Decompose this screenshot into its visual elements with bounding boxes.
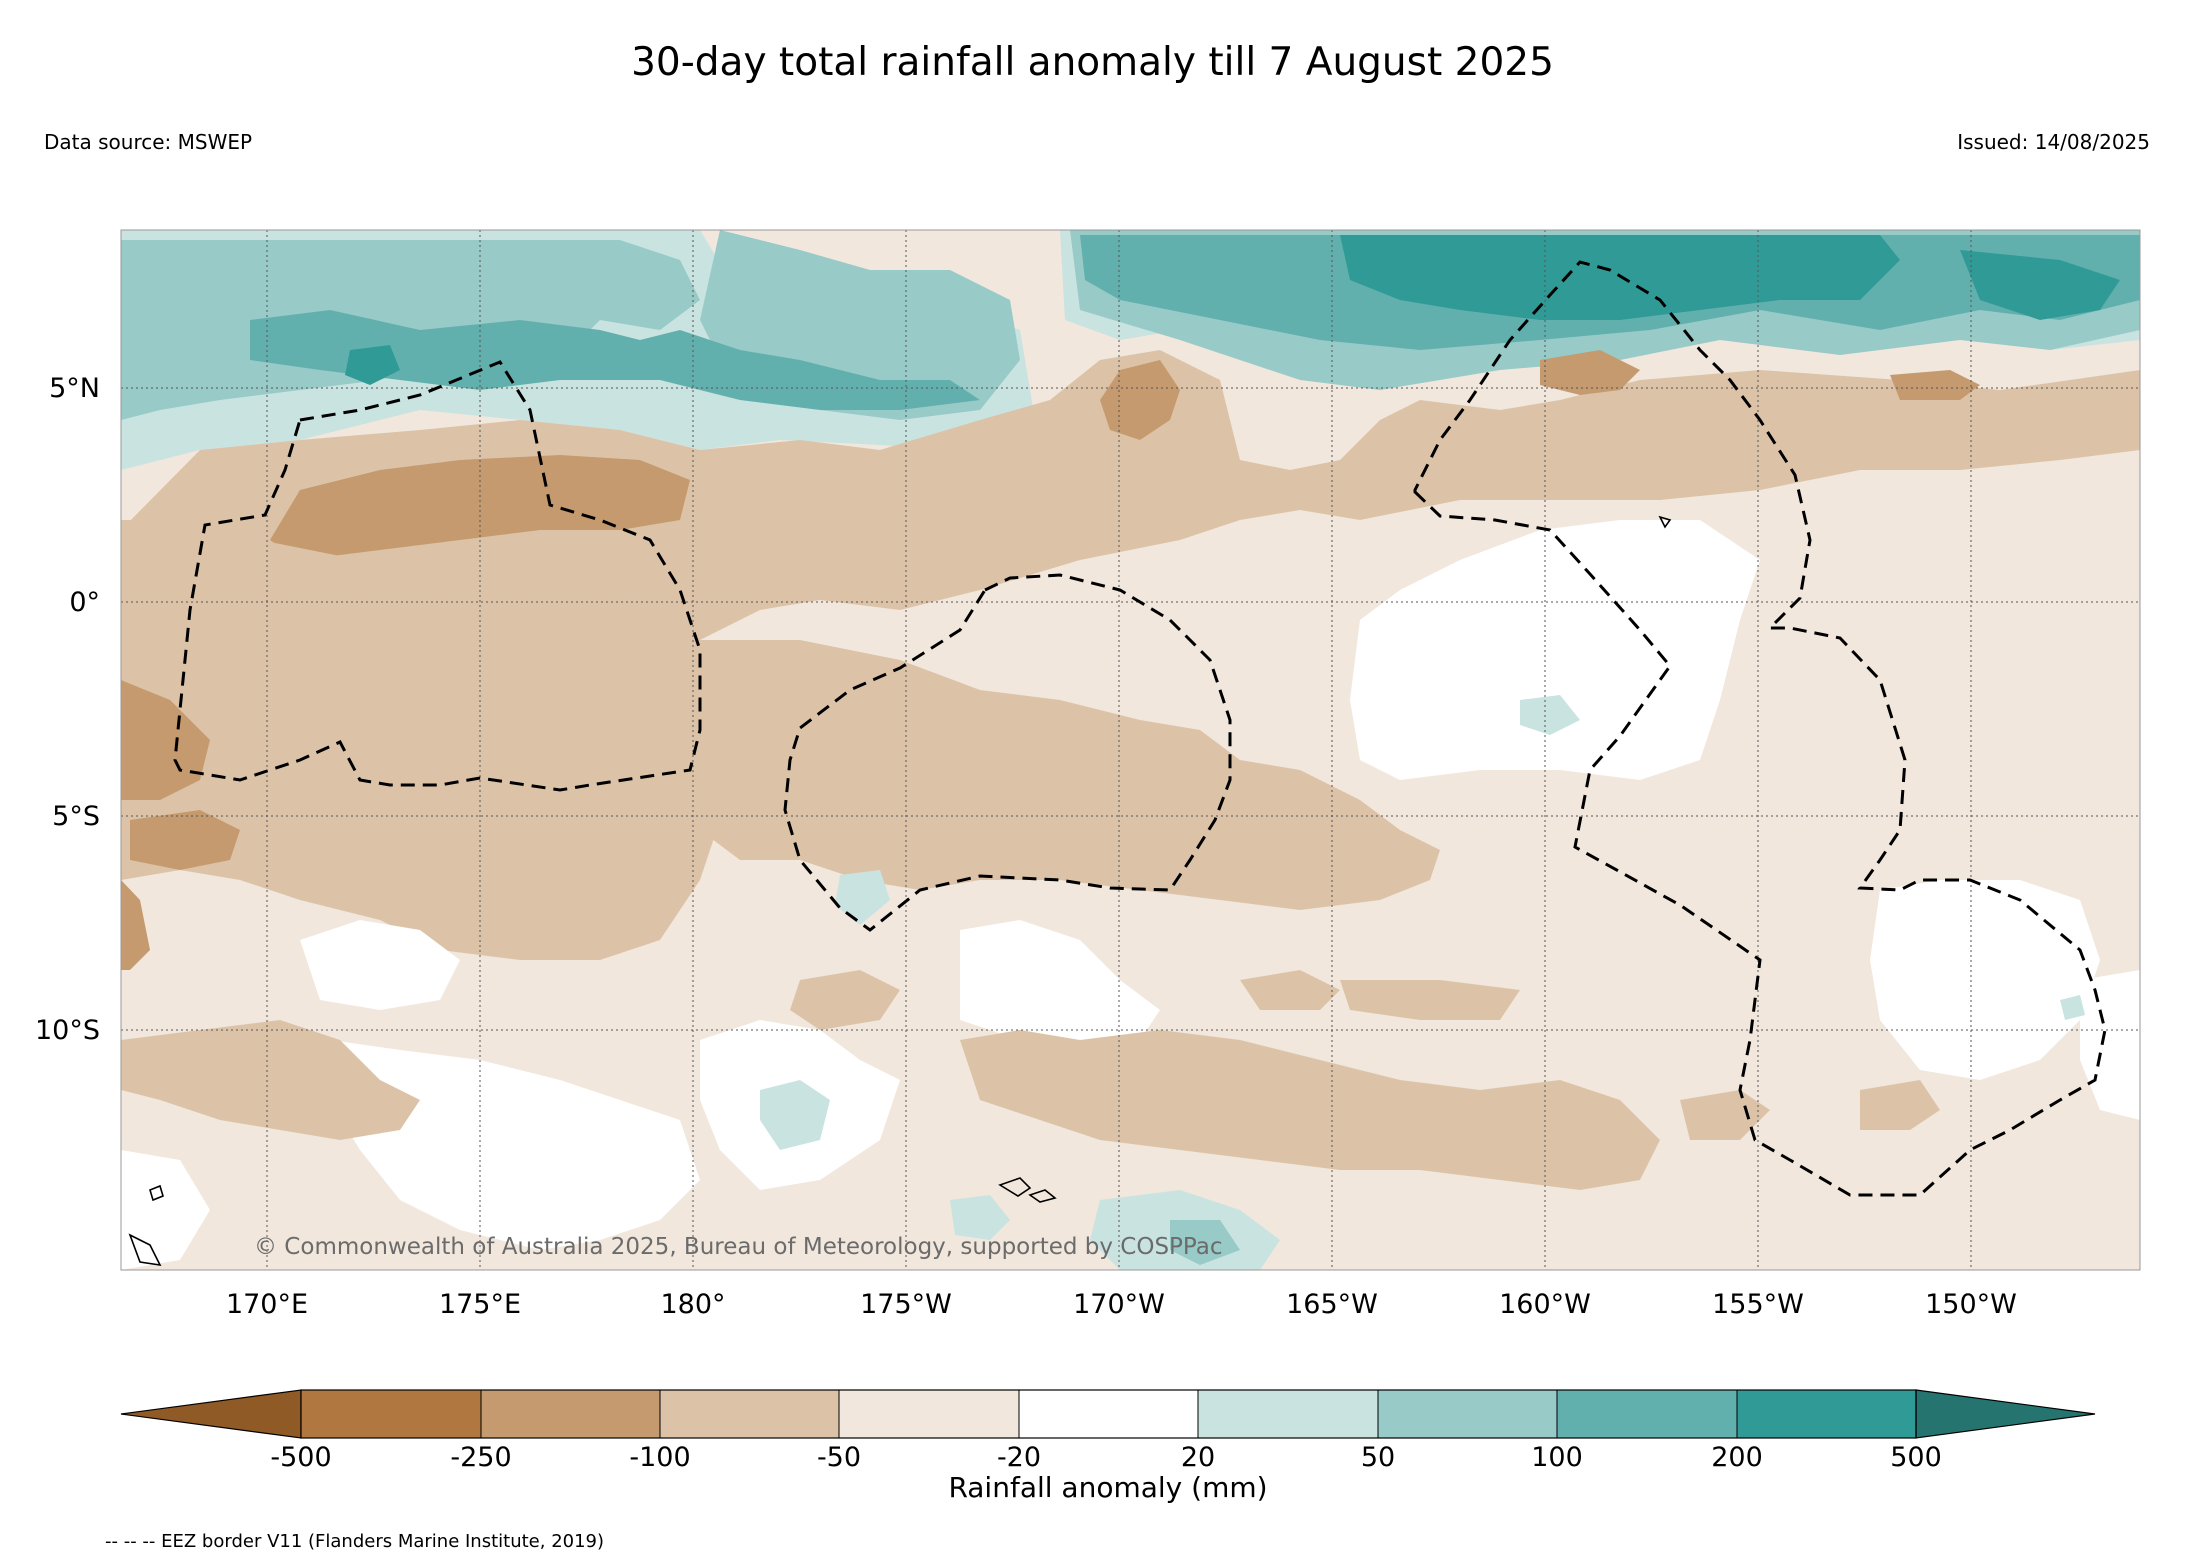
colorbar-extend-low <box>120 1389 302 1439</box>
wet-band-west-core <box>250 310 980 410</box>
copyright-notice: © Commonwealth of Australia 2025, Bureau… <box>254 1234 1223 1260</box>
colorbar-tick-3: -50 <box>817 1442 861 1473</box>
lon-label-160w: 160°W <box>1499 1289 1591 1320</box>
page-title: 30-day total rainfall anomaly till 7 Aug… <box>631 40 1554 85</box>
near-normal-south <box>330 1040 700 1250</box>
lon-label-180: 180° <box>660 1289 725 1320</box>
colorbar-tick-1: -250 <box>450 1442 511 1473</box>
wet-patch-s1 <box>760 1080 830 1150</box>
lon-label-170e: 170°E <box>226 1289 308 1320</box>
wet-patch-s4 <box>950 1195 1010 1240</box>
dry-central-tongue <box>700 640 1440 910</box>
dry-south-band4 <box>1680 1090 1770 1140</box>
map-frame <box>120 229 2141 1271</box>
island-2 <box>1028 1189 1057 1203</box>
colorbar-tick-4: -20 <box>997 1442 1041 1473</box>
colorbar-segment-5 <box>1019 1390 1198 1438</box>
colorbar-tick-0: -500 <box>270 1442 331 1473</box>
near-normal-southwest <box>300 920 460 1010</box>
island-3 <box>149 1184 164 1202</box>
lat-labels: 5°N 0° 5°S 10°S <box>35 373 100 1046</box>
colorbar-tick-5: 20 <box>1181 1442 1215 1473</box>
island-1 <box>998 1177 1032 1197</box>
wet-patch-s5 <box>835 870 890 925</box>
wet-patch-s7 <box>2060 995 2085 1020</box>
dry-south-band2 <box>960 1030 1660 1190</box>
near-normal-east <box>1350 520 1760 780</box>
issued-date-note: Issued: 14/08/2025 <box>1957 130 2150 154</box>
lon-label-165w: 165°W <box>1286 1289 1378 1320</box>
lon-labels: 170°E 175°E 180° 175°W 170°W 165°W 160°W… <box>226 1289 2017 1320</box>
eez-borders <box>173 260 2107 1197</box>
island-5 <box>128 1233 162 1267</box>
colorbar-segment-7 <box>1378 1390 1557 1438</box>
colorbar-tick-9: 500 <box>1890 1442 1942 1473</box>
lat-label-5n: 5°N <box>49 373 100 404</box>
island-outlines <box>128 515 1672 1267</box>
near-normal-east-corner <box>2080 970 2140 1120</box>
wet-band-east-heavy2 <box>1960 250 2120 320</box>
dry-central-south <box>790 970 900 1030</box>
dry-core-north-3 <box>1540 350 1640 395</box>
colorbar-extend-high <box>1915 1389 2096 1439</box>
colorbar-segment-9 <box>1737 1390 1916 1438</box>
lon-label-170w: 170°W <box>1073 1289 1165 1320</box>
colorbar-label: Rainfall anomaly (mm) <box>948 1471 1267 1504</box>
colorbar-frame <box>300 1389 1917 1439</box>
colorbar-segment-4 <box>839 1390 1019 1438</box>
dry-south-band3 <box>1860 1080 1940 1130</box>
wet-patch-s3 <box>1170 1220 1240 1265</box>
lon-label-175w: 175°W <box>860 1289 952 1320</box>
dry-central-south3 <box>1340 980 1520 1020</box>
dry-west-core <box>121 680 210 800</box>
dry-core-north-2 <box>1100 360 1180 440</box>
data-source-note: Data source: MSWEP <box>44 130 253 154</box>
dry-west-region <box>121 520 720 960</box>
eez-legend-note: -- -- -- EEZ border V11 (Flanders Marine… <box>105 1531 605 1552</box>
colorbar-tick-6: 50 <box>1361 1442 1395 1473</box>
colorbar-segment-1 <box>301 1390 481 1438</box>
island-4 <box>1658 515 1672 529</box>
colorbar: -500 -250 -100 -50 -20 20 50 100 200 500… <box>120 1389 2096 1504</box>
near-normal-southwest2 <box>121 1150 210 1270</box>
wet-core-1 <box>345 345 400 385</box>
lat-label-5s: 5°S <box>52 801 100 832</box>
colorbar-segment-6 <box>1198 1390 1378 1438</box>
eez-tuvalu-kiribati-west <box>173 360 702 792</box>
near-normal-south-central2 <box>960 920 1160 1050</box>
colorbar-tick-2: -100 <box>629 1442 690 1473</box>
dry-central-south2 <box>1240 970 1340 1010</box>
dry-west-core2 <box>130 810 240 870</box>
dry-core-north-1 <box>270 455 690 560</box>
dry-west-core3 <box>121 880 150 970</box>
lat-label-0: 0° <box>69 587 100 618</box>
colorbar-segment-8 <box>1557 1390 1737 1438</box>
colorbar-tick-7: 100 <box>1531 1442 1583 1473</box>
dry-south-band <box>121 1020 420 1140</box>
lat-label-10s: 10°S <box>35 1015 100 1046</box>
wet-patch-s6 <box>1520 695 1580 735</box>
lon-label-150w: 150°W <box>1925 1289 2017 1320</box>
map-area: © Commonwealth of Australia 2025, Bureau… <box>121 230 2140 1270</box>
colorbar-segment-2 <box>481 1390 660 1438</box>
eez-line-islands <box>1413 260 2107 1197</box>
dry-core-north-4 <box>1890 370 1980 400</box>
lon-label-155w: 155°W <box>1712 1289 1804 1320</box>
colorbar-tick-8: 200 <box>1711 1442 1763 1473</box>
lon-label-175e: 175°E <box>439 1289 521 1320</box>
colorbar-segment-3 <box>660 1390 839 1438</box>
graticule <box>121 230 2140 1270</box>
